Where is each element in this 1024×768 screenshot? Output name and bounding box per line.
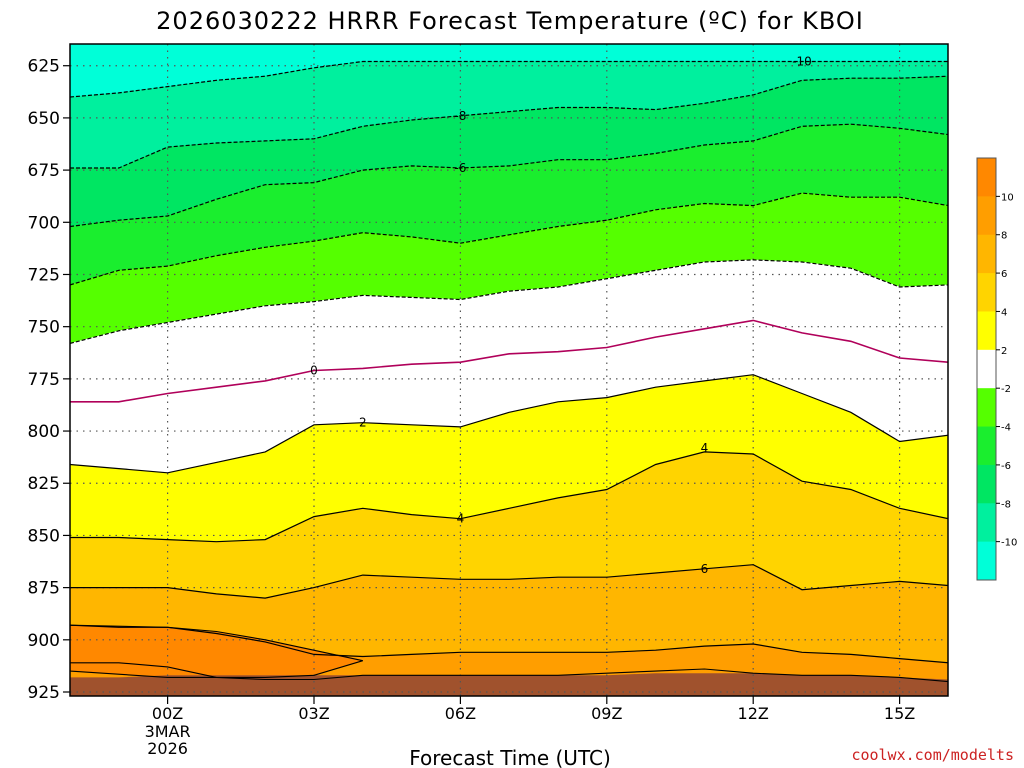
- contour--2: [70, 259, 948, 344]
- y-tick-label: 850: [28, 526, 60, 546]
- y-tick-label: 900: [28, 631, 60, 651]
- y-tick-label: 800: [28, 422, 60, 442]
- legend-swatch: [977, 464, 996, 504]
- legend-tick-label: 6: [1001, 269, 1007, 280]
- legend-tick-label: -6: [1001, 461, 1011, 472]
- y-tick-label: 700: [28, 213, 60, 233]
- contour--4: [70, 192, 948, 286]
- x-tick-label: 00Z: [152, 704, 183, 723]
- y-tick-label: 875: [28, 579, 60, 599]
- x-axis-label: Forecast Time (UTC): [409, 746, 611, 768]
- x-tick-label: 09Z: [591, 704, 622, 723]
- legend-swatch: [977, 388, 996, 427]
- contour-label: -10: [792, 55, 812, 69]
- y-axis: 625 650 675 700 725 750 775 800 825 850 875 900 925: [28, 57, 70, 703]
- contour--8: [70, 75, 948, 169]
- contour-2: [70, 374, 948, 474]
- x-tick-sublabel: 3MAR: [145, 722, 191, 741]
- legend-swatch: [977, 196, 996, 236]
- contour--10: [70, 60, 948, 98]
- legend-swatch: [977, 503, 996, 543]
- legend-frame: [976, 157, 997, 581]
- legend-tick-label: -10: [1001, 538, 1017, 549]
- y-tick-label: 825: [28, 474, 60, 494]
- x-tick-sublabel: 2026: [147, 739, 188, 758]
- contour-label: -6: [454, 161, 466, 175]
- contour-4: [70, 451, 948, 543]
- terrain-area: [70, 673, 948, 696]
- chart-title: 2026030222 HRRR Forecast Temperature (ºC…: [156, 7, 864, 35]
- contour-label: 0: [310, 364, 318, 378]
- color-legend: 10 8 6 4 2 -2 -4 -6 -8 -10: [976, 157, 1017, 581]
- x-tick-label: 06Z: [445, 704, 476, 723]
- contour-8: [70, 624, 948, 664]
- legend-tick-label: -4: [1001, 423, 1011, 434]
- x-tick-label: 03Z: [298, 704, 329, 723]
- contour-6: [70, 564, 948, 599]
- legend-swatch: [977, 349, 996, 389]
- contour-0: [70, 319, 948, 403]
- legend-tick-label: 4: [1001, 307, 1007, 318]
- legend-swatch: [977, 541, 996, 581]
- legend-swatch: [977, 234, 996, 274]
- legend-tick-label: 2: [1001, 346, 1007, 357]
- contour-10: [70, 624, 363, 678]
- y-tick-label: 675: [28, 161, 60, 181]
- legend-tick-label: -2: [1001, 384, 1011, 395]
- contour-label: -8: [454, 109, 466, 123]
- y-tick-label: 750: [28, 318, 60, 338]
- plot-frame: [69, 43, 949, 697]
- legend-swatch: [977, 158, 996, 197]
- contour-label: 4: [457, 512, 465, 526]
- y-tick-label: 775: [28, 370, 60, 390]
- legend-swatch: [977, 273, 996, 312]
- temperature-fills: [70, 44, 948, 696]
- x-tick-label: 15Z: [884, 704, 915, 723]
- legend-tick-label: 10: [1001, 192, 1014, 203]
- credit-link[interactable]: coolwx.com/modelts: [851, 746, 1014, 764]
- x-tick-label: 12Z: [738, 704, 769, 723]
- contour-label: 6: [701, 562, 709, 576]
- y-tick-label: 725: [28, 265, 60, 285]
- legend-swatch: [977, 426, 996, 466]
- contour--6: [70, 123, 948, 228]
- legend-swatch: [977, 311, 996, 351]
- y-tick-label: 625: [28, 57, 60, 77]
- legend-tick-label: -8: [1001, 499, 1011, 510]
- terrain-fill: [70, 673, 948, 696]
- contour-label: 4: [701, 441, 709, 455]
- contour-labels: -10 -8 -6 0 2 4 4 6: [310, 55, 812, 576]
- legend-tick-label: 8: [1001, 231, 1007, 242]
- contour-lines: [70, 60, 948, 683]
- contour-label: 2: [359, 416, 367, 430]
- y-tick-label: 650: [28, 109, 60, 129]
- y-tick-label: 925: [28, 683, 60, 703]
